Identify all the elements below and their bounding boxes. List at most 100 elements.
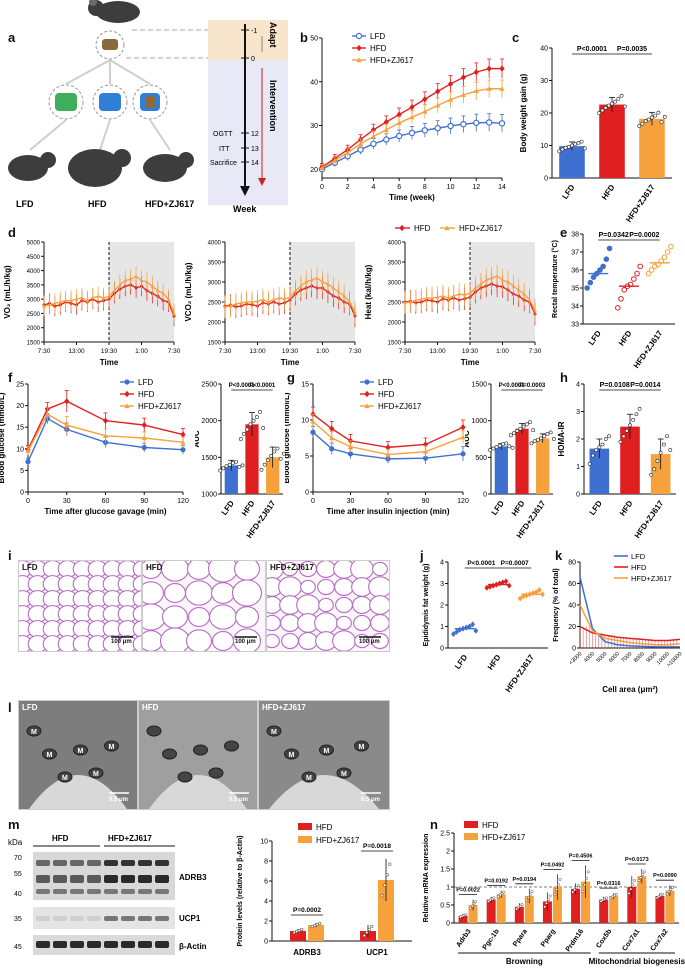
mitochondrion <box>193 744 208 756</box>
chart-cell-area: 0 20 40 60 80 Frequency (% of total) <3000 4000… <box>553 552 683 694</box>
data-point <box>557 149 562 154</box>
data-point <box>536 586 542 593</box>
data-point <box>583 883 587 887</box>
y-tick-label: 1 <box>440 624 444 631</box>
y-tick-label: 30 <box>310 123 318 130</box>
y-tick-label: 2500 <box>27 312 41 318</box>
y-tick-label: 5 <box>305 454 309 461</box>
p-value-label: P=0.0014 <box>630 382 660 389</box>
data-point <box>473 68 479 76</box>
data-point <box>573 888 577 892</box>
y-tick-label: 60 <box>568 581 576 588</box>
data-point <box>342 294 346 298</box>
data-point <box>628 423 632 428</box>
data-point <box>607 434 611 439</box>
adipocyte-cell <box>314 612 338 634</box>
category-label: Pparg <box>540 928 557 948</box>
y-tick-label: 0 <box>305 490 309 497</box>
data-point <box>600 108 605 113</box>
legend-label: HFD <box>414 224 431 233</box>
data-point <box>383 118 389 126</box>
data-point <box>69 298 73 303</box>
data-point <box>510 445 515 450</box>
data-point <box>540 591 545 598</box>
x-axis-label: Time <box>461 358 480 367</box>
band-adrb3 <box>87 860 101 866</box>
adipocyte-cell <box>368 576 389 598</box>
category-label: HFD+ZJ617 <box>632 329 665 370</box>
data-point <box>262 462 267 467</box>
data-point <box>434 124 441 132</box>
panel-label-a: a <box>8 30 16 45</box>
x-tick-label: 30 <box>63 498 71 505</box>
data-point <box>473 88 479 94</box>
data-point <box>310 429 316 435</box>
adipocyte-cell <box>132 575 141 593</box>
band-adrb3 <box>70 889 84 894</box>
band-adrb3 <box>121 860 135 866</box>
data-point <box>594 448 599 452</box>
tem-label-lfd: LFD <box>22 703 38 712</box>
marker-45: 45 <box>14 944 22 951</box>
y-tick-label: 1000 <box>471 418 487 425</box>
svg-text:-1: -1 <box>251 28 257 35</box>
data-point <box>347 444 354 449</box>
data-point <box>447 97 454 102</box>
adipocyte-cell <box>159 627 191 651</box>
band-adrb3 <box>36 860 50 866</box>
group-label-hfd: HFD <box>88 199 107 209</box>
data-point <box>266 300 271 304</box>
y-tick-label: 5 <box>20 468 24 475</box>
data-point <box>454 628 460 635</box>
y-tick-label: 35 <box>571 286 579 293</box>
data-point <box>518 904 522 908</box>
data-point <box>141 444 147 451</box>
tem-zj617-image: M M M M M M HFD+ZJ617 0.5 μm <box>258 700 390 810</box>
mouse-lfd-icon <box>8 152 56 181</box>
data-point <box>621 287 627 293</box>
data-point <box>242 431 246 436</box>
data-point <box>529 441 534 446</box>
panel-label-e: e <box>560 225 568 240</box>
data-point <box>239 301 244 305</box>
data-point <box>451 294 456 298</box>
data-point <box>172 311 176 315</box>
data-point <box>548 430 553 435</box>
y-tick-label: 4000 <box>208 241 222 247</box>
data-point <box>385 444 391 451</box>
bar-HFD <box>599 104 625 178</box>
band-actin <box>121 941 135 948</box>
x-tick-label: 7:30 <box>349 348 362 355</box>
data-point <box>603 105 608 110</box>
mouse-hfd-icon <box>68 149 131 187</box>
band-ucp1 <box>121 916 135 921</box>
data-point <box>261 426 266 430</box>
adipocyte-cell <box>231 579 263 607</box>
band-adrb3 <box>138 889 152 894</box>
p-value-label: P=0.0007 <box>501 560 529 567</box>
y-tick-label: 2500 <box>201 382 217 389</box>
data-point <box>364 379 370 385</box>
bar-HFD+ZJ617-Cox7a1 <box>637 876 647 923</box>
x-tick-label: 19:30 <box>282 348 299 355</box>
p-value-label: P<0.0001 <box>249 383 276 389</box>
data-point <box>639 876 643 880</box>
legend-label: HFD+ZJ617 <box>378 402 422 411</box>
band-adrb3 <box>138 860 152 866</box>
data-point <box>658 450 663 455</box>
panel-label-m: m <box>8 817 20 832</box>
y-axis-label: Frequency (% of total) <box>553 568 560 642</box>
bar-LFD <box>224 465 238 494</box>
data-point <box>345 150 351 155</box>
p-value-label: P=0.0492 <box>541 862 565 868</box>
data-point <box>237 464 242 469</box>
y-tick-label: 1500 <box>388 341 402 347</box>
category-label: HFD <box>600 183 617 202</box>
chart-fat-weight: 0 1 2 3 4 Epididymis fat weight (g) LFD HFD HFD+… <box>423 560 548 694</box>
data-point <box>500 892 504 895</box>
data-point <box>258 409 262 414</box>
y-tick-label: 10 <box>301 418 309 425</box>
data-point <box>648 267 655 273</box>
data-point <box>531 428 536 433</box>
x-tick-label: 6 <box>397 184 401 191</box>
